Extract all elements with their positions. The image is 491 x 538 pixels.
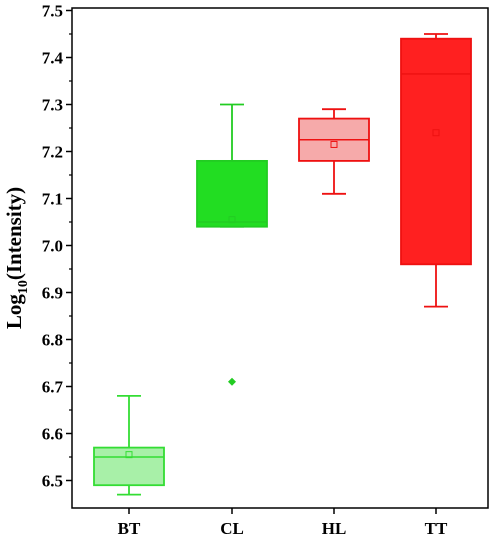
x-tick-label: TT (425, 519, 448, 538)
y-tick-label: 7.5 (42, 2, 63, 21)
outlier-point (228, 377, 236, 386)
mean-marker (228, 216, 236, 224)
y-tick-label: 7.2 (42, 143, 63, 162)
y-tick-label: 7.3 (42, 96, 63, 115)
box-bt (93, 394, 165, 496)
y-tick-label: 6.7 (42, 378, 64, 397)
mean-marker (432, 129, 440, 137)
y-tick-label: 6.9 (42, 284, 63, 303)
x-tick-label: BT (118, 519, 141, 538)
y-tick-label: 7.1 (42, 190, 63, 209)
y-tick-label: 7.0 (42, 237, 63, 256)
y-tick-label: 6.8 (42, 331, 63, 350)
plot-frame (71, 7, 489, 509)
plot-area (93, 33, 472, 496)
axes: 6.5 6.6 6.7 6.8 6.9 7.0 7.1 7.2 7.3 7.4 7.5 BT CL HL T… (42, 2, 489, 538)
box-cl (196, 103, 268, 386)
mean-marker (125, 451, 133, 459)
x-tick-label: CL (220, 519, 244, 538)
y-tick-label: 7.4 (42, 49, 64, 68)
box-hl (298, 108, 370, 195)
iqr-box (196, 159, 268, 228)
y-tick-label: 6.6 (42, 425, 63, 444)
iqr-box (93, 446, 165, 487)
box-tt (400, 33, 472, 308)
y-axis-title: Log10(Intensity) (2, 187, 31, 329)
iqr-box (400, 37, 472, 266)
x-tick-label: HL (322, 519, 347, 538)
mean-marker (330, 140, 338, 148)
y-tick-label: 6.5 (42, 472, 63, 491)
